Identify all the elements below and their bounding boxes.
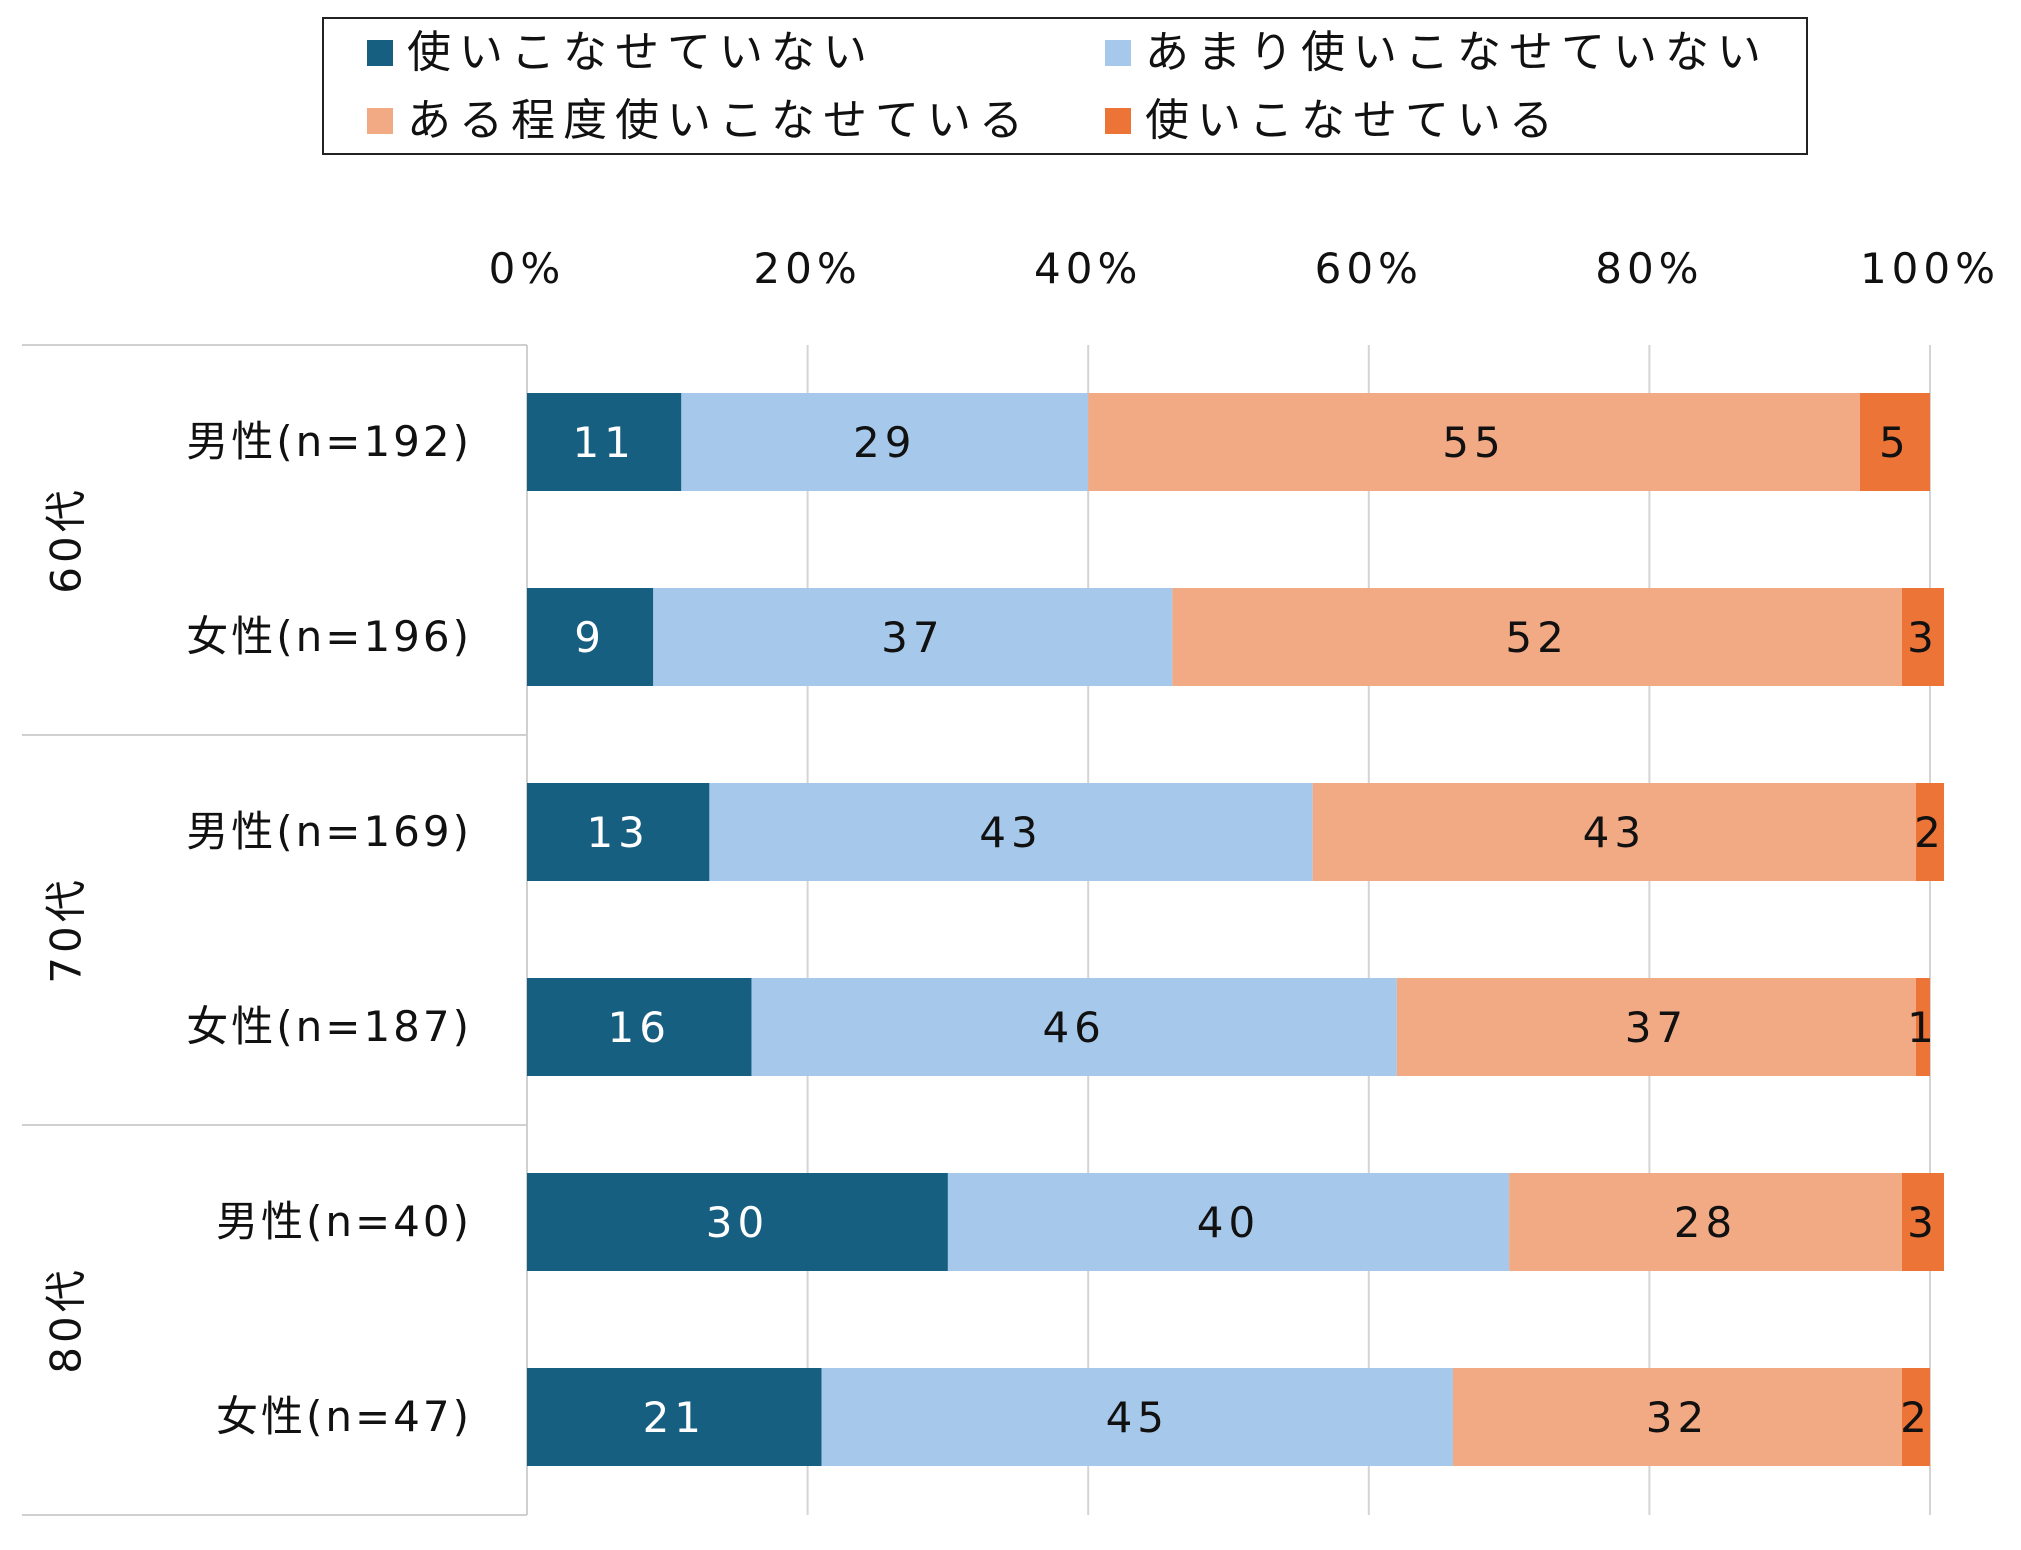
x-tick-label: 40%	[1034, 244, 1142, 293]
data-label: 32	[1646, 1393, 1709, 1442]
legend-item: あまり使いこなせていない	[1105, 31, 1769, 75]
data-label: 28	[1674, 1198, 1737, 1247]
data-label: 29	[853, 418, 916, 467]
legend-swatch	[1105, 108, 1131, 134]
data-label: 9	[574, 613, 606, 662]
legend-swatch	[367, 40, 393, 66]
x-tick-label: 80%	[1595, 244, 1703, 293]
bar-segment	[1859, 393, 1930, 491]
bar-segment	[821, 1368, 1453, 1466]
bar-segment	[527, 1368, 822, 1466]
x-tick-label: 60%	[1315, 244, 1423, 293]
bar-segment	[1901, 588, 1945, 686]
bar-segment	[527, 393, 682, 491]
data-label: 37	[881, 613, 944, 662]
chart-legend: 使いこなせていない あまり使いこなせていない ある程度使いこなせている 使いこなせてい…	[322, 17, 1808, 155]
bar-segment	[527, 1173, 948, 1271]
bar-segment	[1172, 588, 1902, 686]
bar-segment	[681, 393, 1089, 491]
bar-segment	[1901, 1173, 1945, 1271]
data-label: 2	[1900, 1393, 1932, 1442]
bar-segment	[1901, 1368, 1930, 1466]
legend-swatch	[1105, 40, 1131, 66]
x-tick-label: 0%	[489, 244, 566, 293]
data-label: 43	[979, 808, 1042, 857]
bar-segment	[1915, 978, 1930, 1076]
group-label: 60代	[42, 486, 91, 593]
data-label: 46	[1042, 1003, 1105, 1052]
data-label: 3	[1907, 613, 1939, 662]
legend-item: ある程度使いこなせている	[367, 99, 1031, 143]
x-tick-label: 20%	[753, 244, 861, 293]
data-label: 3	[1907, 1198, 1939, 1247]
data-label: 1	[1907, 1003, 1939, 1052]
bar-segment	[653, 588, 1173, 686]
bar-segment	[527, 588, 654, 686]
bar-segment	[1452, 1368, 1902, 1466]
group-label: 80代	[42, 1266, 91, 1373]
category-label: 男性(n=40)	[216, 1197, 472, 1246]
data-label: 2	[1914, 808, 1946, 857]
bar-segment	[527, 783, 710, 881]
group-label: 70代	[42, 876, 91, 983]
data-label: 43	[1583, 808, 1646, 857]
data-label: 37	[1625, 1003, 1688, 1052]
legend-label: あまり使いこなせていない	[1145, 27, 1769, 78]
data-label: 55	[1442, 418, 1505, 467]
data-label: 5	[1879, 418, 1911, 467]
legend-label: 使いこなせていない	[407, 27, 875, 78]
data-label: 52	[1505, 613, 1568, 662]
category-label: 女性(n=196)	[186, 612, 472, 661]
legend-label: 使いこなせている	[1145, 95, 1561, 146]
data-label: 40	[1197, 1198, 1260, 1247]
legend-item: 使いこなせていない	[367, 31, 875, 75]
data-label: 45	[1106, 1393, 1169, 1442]
x-tick-label: 100%	[1860, 244, 2000, 293]
bar-segment	[1088, 393, 1860, 491]
bar-segment	[1915, 783, 1945, 881]
bar-segment	[1396, 978, 1916, 1076]
category-label: 男性(n=169)	[186, 807, 472, 856]
data-label: 11	[572, 418, 635, 467]
data-label: 16	[608, 1003, 671, 1052]
category-label: 男性(n=192)	[186, 417, 472, 466]
legend-swatch	[367, 108, 393, 134]
legend-item: 使いこなせている	[1105, 99, 1561, 143]
data-label: 30	[706, 1198, 769, 1247]
category-label: 女性(n=187)	[186, 1002, 472, 1051]
bar-segment	[751, 978, 1397, 1076]
legend-label: ある程度使いこなせている	[407, 95, 1031, 146]
data-label: 13	[586, 808, 649, 857]
bar-segment	[1509, 1173, 1902, 1271]
bar-segment	[947, 1173, 1510, 1271]
bar-segment	[1312, 783, 1916, 881]
bar-segment	[709, 783, 1313, 881]
data-label: 21	[643, 1393, 706, 1442]
category-label: 女性(n=47)	[216, 1392, 472, 1441]
bar-segment	[527, 978, 752, 1076]
